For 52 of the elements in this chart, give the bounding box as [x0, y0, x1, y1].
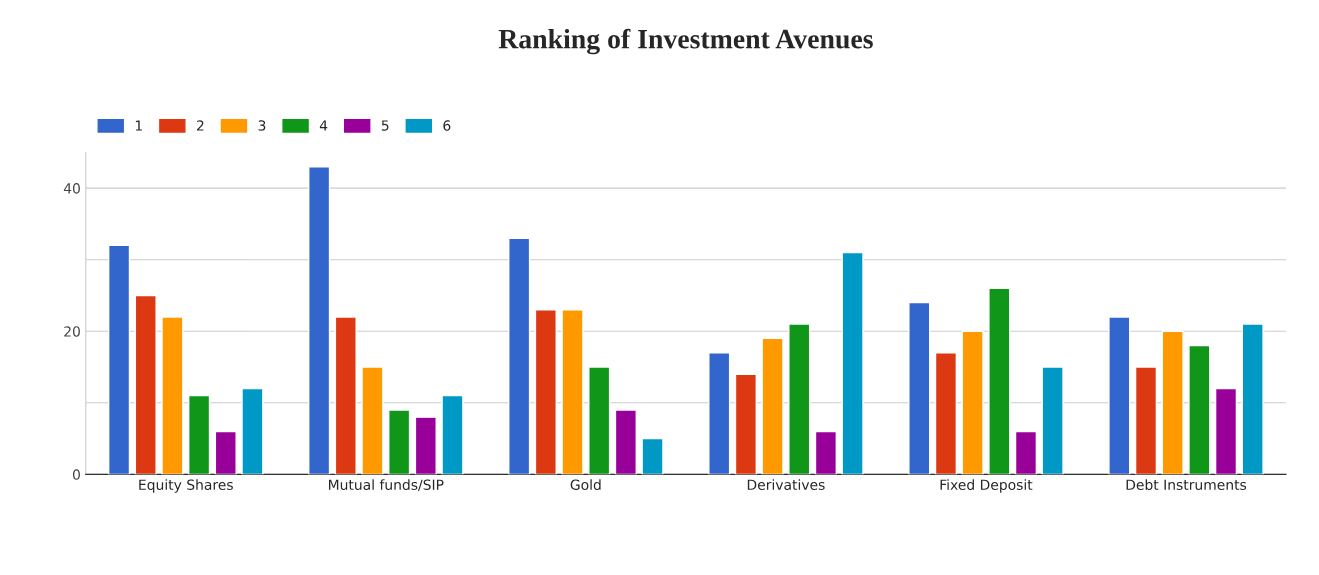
- bar: [1188, 344, 1211, 475]
- legend-label: 6: [443, 120, 451, 131]
- x-tick-label: Debt Instruments: [1126, 479, 1247, 490]
- x-tick-label: Mutual funds/SIP: [329, 479, 444, 492]
- bar: [308, 165, 331, 475]
- bar: [1214, 387, 1238, 475]
- bar: [508, 237, 531, 475]
- x-tick-label: Equity Shares: [139, 479, 233, 493]
- y-tick-label: 40: [63, 183, 80, 194]
- legend-label: 2: [196, 120, 204, 131]
- bar: [361, 366, 384, 475]
- legend-label: 5: [381, 120, 389, 131]
- bar: [441, 394, 464, 475]
- bar: [388, 409, 411, 475]
- y-tick-label: 20: [64, 326, 80, 337]
- legend-label: 4: [319, 120, 328, 131]
- bar: [561, 309, 584, 475]
- chart-title: Ranking of Investment Avenues: [498, 28, 873, 55]
- bar: [241, 387, 264, 475]
- bar: [334, 316, 357, 475]
- bar: [614, 409, 637, 475]
- bar: [1041, 366, 1064, 475]
- bar: [814, 430, 838, 475]
- bar: [214, 430, 237, 475]
- bar: [934, 352, 958, 475]
- bar: [1108, 316, 1131, 475]
- bar: [734, 373, 757, 475]
- legend-label: 1: [135, 120, 142, 131]
- bar: [414, 416, 437, 475]
- bar: [134, 294, 157, 475]
- bar: [988, 287, 1011, 475]
- bar: [841, 251, 864, 475]
- bar: [534, 309, 557, 475]
- bar: [1161, 330, 1184, 475]
- bar: [588, 366, 611, 475]
- bar: [708, 352, 731, 475]
- bar: [788, 323, 811, 475]
- legend-label: 3: [258, 120, 266, 131]
- x-tick-label: Gold: [570, 479, 601, 490]
- bar: [107, 244, 131, 475]
- bar: [641, 437, 664, 475]
- bar: [1134, 366, 1158, 475]
- x-tick-label: Fixed Deposit: [940, 479, 1033, 493]
- bar: [1014, 430, 1038, 475]
- x-tick-label: Derivatives: [747, 479, 825, 490]
- bar: [961, 330, 984, 475]
- bar: [908, 301, 931, 475]
- bar: [187, 394, 211, 475]
- bar: [161, 316, 184, 475]
- y-tick-label: 0: [72, 469, 80, 480]
- bar: [1241, 323, 1264, 475]
- bar: [761, 337, 784, 475]
